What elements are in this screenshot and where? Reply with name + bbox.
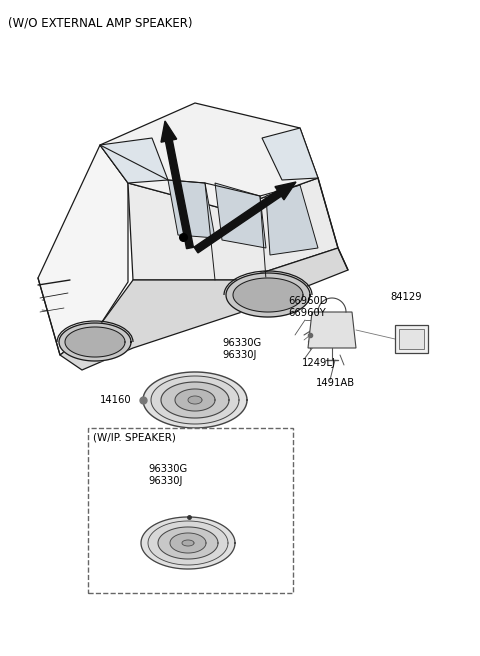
Polygon shape: [38, 145, 128, 355]
Text: 1249LJ: 1249LJ: [302, 358, 336, 368]
Polygon shape: [170, 533, 206, 553]
Polygon shape: [168, 180, 215, 238]
Polygon shape: [60, 248, 348, 370]
Polygon shape: [148, 521, 228, 565]
Text: (W/IP. SPEAKER): (W/IP. SPEAKER): [93, 432, 176, 442]
FancyArrow shape: [161, 121, 193, 249]
Text: (W/O EXTERNAL AMP SPEAKER): (W/O EXTERNAL AMP SPEAKER): [8, 16, 192, 29]
Polygon shape: [226, 273, 310, 317]
FancyArrow shape: [194, 182, 296, 253]
Text: 96330G: 96330G: [148, 464, 187, 474]
Polygon shape: [215, 183, 266, 248]
Bar: [395, 325, 428, 353]
Polygon shape: [158, 527, 218, 559]
Polygon shape: [175, 389, 215, 411]
Polygon shape: [151, 376, 239, 424]
Polygon shape: [59, 323, 131, 361]
Polygon shape: [233, 278, 303, 312]
Polygon shape: [143, 372, 247, 428]
Polygon shape: [141, 517, 235, 569]
Text: 66960D: 66960D: [288, 296, 327, 306]
Text: 1491AB: 1491AB: [316, 378, 355, 388]
Polygon shape: [100, 103, 318, 210]
Polygon shape: [65, 327, 125, 357]
Polygon shape: [262, 128, 318, 180]
Text: 96330G: 96330G: [222, 338, 261, 348]
Text: 66960Y: 66960Y: [288, 308, 326, 318]
Bar: [88, 428, 293, 593]
Polygon shape: [128, 178, 338, 280]
Polygon shape: [308, 312, 356, 348]
Text: 96330J: 96330J: [148, 476, 182, 486]
Text: 96330J: 96330J: [222, 350, 256, 360]
Text: 14160: 14160: [100, 395, 132, 405]
Text: 84129: 84129: [390, 292, 421, 302]
Polygon shape: [100, 138, 168, 183]
Polygon shape: [266, 185, 318, 255]
Bar: [399, 329, 424, 349]
Polygon shape: [188, 396, 202, 404]
Polygon shape: [182, 540, 194, 546]
Polygon shape: [161, 382, 229, 418]
